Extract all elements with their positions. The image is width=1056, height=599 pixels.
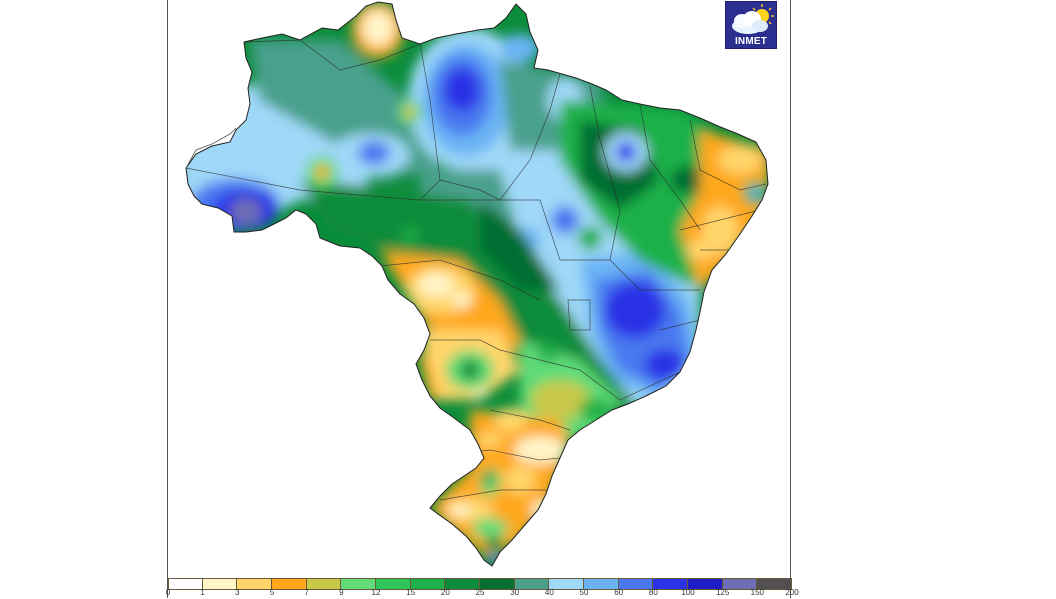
brazil-outline: [185, 1, 769, 567]
legend-swatch: [306, 578, 342, 590]
legend-tick-label: 100: [681, 588, 695, 597]
legend-tick-label: 15: [406, 588, 416, 597]
legend-tick-label: 7: [304, 588, 309, 597]
inmet-logo: INMET: [725, 1, 777, 49]
legend-swatch: [757, 578, 792, 590]
legend-tick-label: 3: [235, 588, 240, 597]
legend-tick-label: 12: [371, 588, 381, 597]
precip-field: [186, 2, 768, 566]
cloud-sun-icon: [732, 4, 774, 34]
legend-swatch: [479, 578, 515, 590]
legend-tick-label: 60: [614, 588, 624, 597]
legend-swatch: [722, 578, 758, 590]
legend-tick-label: 20: [440, 588, 450, 597]
legend-tick-label: 9: [339, 588, 344, 597]
legend-swatch: [341, 578, 376, 590]
legend-tick-label: 200: [785, 588, 799, 597]
legend-swatch: [271, 578, 307, 590]
legend-tick-label: 50: [579, 588, 589, 597]
legend-swatch: [237, 578, 272, 590]
legend-tick-label: 0: [165, 588, 171, 597]
legend-tick-label: 125: [715, 588, 730, 597]
legend-swatch: [445, 578, 480, 590]
legend-tick-label: 150: [750, 588, 765, 597]
legend-swatch: [618, 578, 654, 590]
legend-swatch: [202, 578, 238, 590]
legend-labels: 0 1 3 5 7 9 12 15 20 25 30 40 50 60 80 100 125 150 200: [165, 588, 799, 599]
legend-tick-label: 30: [510, 588, 520, 597]
legend-tick-label: 5: [269, 588, 275, 597]
legend-tick-label: 25: [475, 588, 485, 597]
legend-swatch: [687, 578, 723, 590]
legend-tick-label: 1: [200, 588, 205, 597]
legend-swatch: [410, 578, 446, 590]
legend-tick-label: 40: [544, 588, 554, 597]
legend-swatch: [168, 578, 203, 590]
legend-swatch: [653, 578, 688, 590]
legend-swatch: [583, 578, 619, 590]
legend-swatch: [549, 578, 584, 590]
logo-text: INMET: [734, 36, 768, 47]
legend-tick-label: 80: [648, 588, 658, 597]
legend-swatch: [514, 578, 550, 590]
legend-swatch: [375, 578, 411, 590]
color-legend: [168, 578, 792, 590]
